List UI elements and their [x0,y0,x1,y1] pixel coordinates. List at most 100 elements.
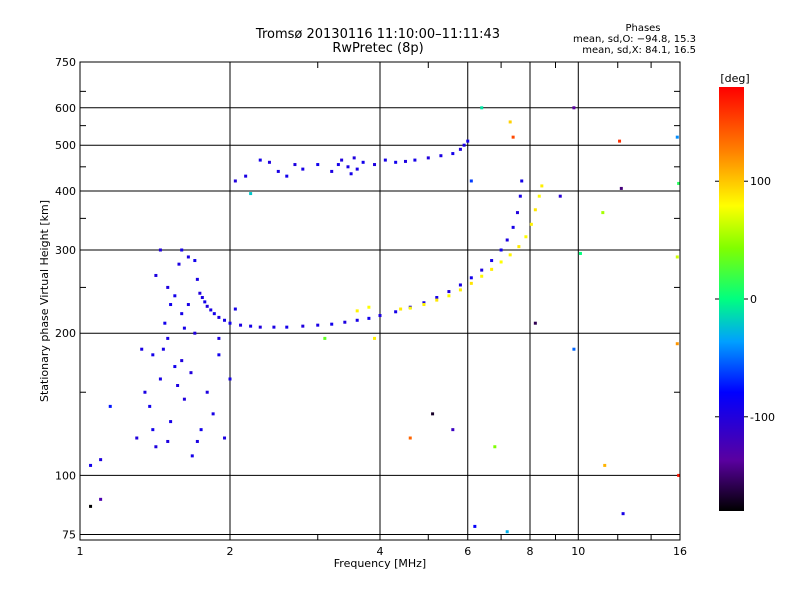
data-point [511,225,515,229]
data-point [355,167,359,171]
data-point [490,259,494,263]
data-point [373,336,377,340]
data-point [177,262,181,266]
data-point [154,273,158,277]
phase-stats-o: mean, sd,O: −94.8, 15.3 [573,34,696,45]
data-point [469,281,473,285]
data-point [558,194,562,198]
data-point [182,397,186,401]
data-point [211,412,215,416]
data-point [480,106,484,110]
y-tick-label: 400 [55,185,76,198]
phase-stats-x: mean, sd,X: 84.1, 16.5 [582,45,696,56]
data-point [193,331,197,335]
colorbar-unit-label: [deg] [720,72,749,85]
data-point [480,274,484,278]
data-point [135,436,139,440]
data-point [217,336,221,340]
data-point [451,152,455,156]
data-point [367,316,371,320]
data-point [244,174,248,178]
data-point [154,445,158,449]
y-tick-label: 75 [62,528,76,541]
data-point [499,248,503,252]
data-point [223,436,227,440]
data-point [323,336,327,340]
data-point [508,120,512,124]
data-point [493,445,497,449]
data-point [355,309,359,313]
data-point [422,303,426,307]
y-axis-ticks: 75 100 200 300 400 500 600 750 [55,56,680,541]
data-point [677,181,681,185]
data-point [524,235,528,239]
data-point [239,323,243,327]
data-point [675,342,679,346]
data-point [349,172,353,176]
data-point [533,321,537,325]
data-point [603,463,607,467]
data-point [408,436,412,440]
data-point [458,283,462,287]
data-point [540,184,544,188]
colorbar-tick-label: 100 [750,175,771,188]
data-point [143,390,147,394]
data-point [209,308,213,312]
data-point [340,158,344,162]
data-point [336,163,340,167]
data-point [675,135,679,139]
data-point [367,305,371,309]
data-point [176,384,180,388]
data-point [212,312,216,316]
data-point [378,314,382,318]
plot-frame [79,61,681,541]
data-point [89,463,93,467]
x-tick-label: 4 [377,545,384,558]
data-point [330,322,334,326]
data-point [447,294,451,298]
data-point [186,303,190,307]
data-point [301,167,305,171]
data-point [505,530,509,534]
x-tick-label: 6 [464,545,471,558]
data-point [355,318,359,322]
y-tick-label: 500 [55,139,76,152]
data-point [148,404,152,408]
data-point [316,323,320,327]
data-point [163,321,167,325]
data-point [469,179,473,183]
x-tick-label: 8 [527,545,534,558]
data-point [233,307,237,311]
y-tick-label: 600 [55,102,76,115]
chart-subtitle: RwPretec (8p) [332,41,423,56]
data-point [267,160,271,164]
data-point [169,303,173,307]
y-tick-label: 750 [55,56,76,69]
x-axis-label: Frequency [MHz] [334,557,426,570]
data-point [180,359,184,363]
data-point [346,165,350,169]
data-point [182,326,186,330]
data-point [233,179,237,183]
data-point [285,325,289,329]
data-point [189,371,193,375]
data-point [272,325,276,329]
data-point [619,186,623,190]
data-point [529,222,533,226]
data-point [228,321,232,325]
data-point [258,158,262,162]
data-point [439,154,443,158]
data-point [447,290,451,294]
data-point [490,267,494,271]
data-point [499,260,503,264]
data-point [383,158,387,162]
data-point [205,304,209,308]
x-tick-label: 1 [77,545,84,558]
data-point [200,296,204,300]
data-point [518,194,522,198]
data-points [89,106,681,534]
data-point [601,211,605,215]
data-point [520,179,524,183]
data-point [677,473,681,477]
